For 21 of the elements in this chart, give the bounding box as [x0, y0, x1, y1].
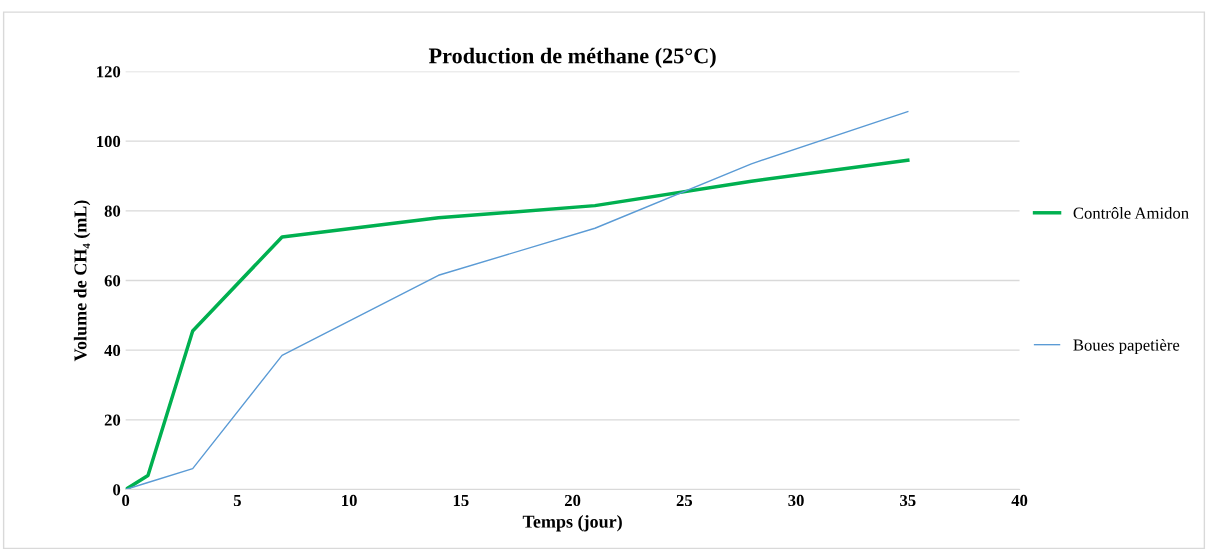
y-tick-label: 80 [104, 205, 121, 217]
x-tick-label: 0 [122, 494, 130, 507]
x-tick-label: 20 [564, 494, 581, 507]
y-tick-label: 120 [97, 66, 121, 78]
y-axis-title: Volume de CH₄ (mL) [73, 200, 91, 362]
x-tick-label: 15 [453, 494, 469, 507]
x-tick-label: 30 [788, 494, 804, 507]
x-axis-title: Temps (jour) [522, 515, 622, 532]
y-tick-label: 0 [113, 484, 121, 496]
y-tick-label: 40 [104, 344, 121, 357]
y-tick-label: 20 [104, 414, 121, 426]
legend-label: Contrôle Amidon [1073, 207, 1189, 219]
x-tick-label: 5 [233, 495, 241, 507]
x-tick-label: 10 [342, 494, 357, 507]
x-tick-label: 35 [900, 494, 916, 507]
chart-title: Production de méthane (25°C) [428, 47, 716, 68]
y-tick-label: 60 [104, 275, 121, 287]
x-tick-label: 40 [1011, 494, 1028, 507]
legend-label: Boues papetière [1073, 338, 1180, 355]
y-tick-label: 100 [97, 135, 121, 148]
x-tick-label: 25 [676, 494, 693, 507]
